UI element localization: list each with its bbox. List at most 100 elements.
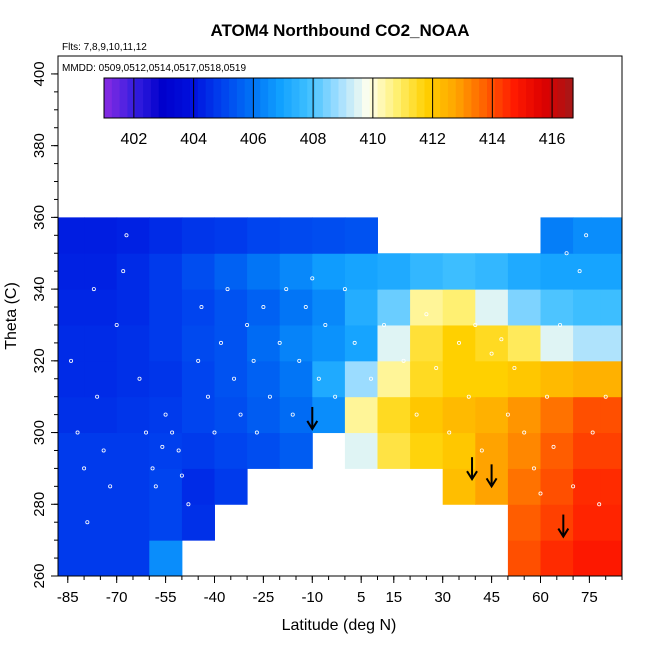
observation-point — [137, 376, 142, 381]
heatmap-cell — [279, 396, 313, 434]
heatmap-cell — [442, 289, 476, 326]
observation-point — [153, 484, 158, 489]
colorbar-segment — [111, 78, 121, 118]
heatmap-cell — [116, 540, 150, 577]
observation-point — [144, 430, 149, 435]
arrow-head — [306, 420, 319, 431]
arrow-head — [466, 470, 478, 482]
heatmap-cell — [84, 468, 118, 505]
heatmap-cell — [58, 432, 85, 469]
observation-point — [95, 394, 100, 399]
observation-point — [75, 430, 80, 435]
heatmap-cell — [573, 253, 602, 290]
x-tick-label: -70 — [106, 589, 128, 606]
heatmap-cell — [247, 253, 281, 290]
heatmap-cell — [410, 396, 444, 434]
heatmap-cell — [475, 324, 509, 362]
heatmap-cell — [312, 360, 346, 398]
heatmap-cell — [84, 217, 118, 254]
colorbar-segment — [455, 78, 465, 118]
colorbar-segment — [401, 78, 410, 118]
heatmap-cell — [377, 396, 411, 434]
arrow-head — [485, 477, 498, 489]
heatmap-cell — [116, 468, 150, 505]
heatmap-cell — [573, 360, 602, 398]
observation-point — [466, 394, 471, 399]
observation-point — [310, 276, 315, 281]
observation-point — [368, 376, 373, 381]
heatmap-cell — [507, 324, 541, 362]
heatmap-cell — [214, 217, 248, 254]
observation-point — [160, 444, 165, 449]
colorbar-segment — [479, 78, 488, 118]
colorbar-segment — [408, 78, 418, 118]
heatmap — [58, 217, 623, 577]
observation-point — [603, 394, 608, 399]
colorbar-segment — [541, 78, 551, 118]
y-tick-label: 340 — [31, 277, 48, 302]
observation-point — [551, 444, 556, 449]
heatmap-cell — [116, 253, 150, 290]
heatmap-cell — [58, 324, 85, 362]
heatmap-cell — [573, 540, 602, 577]
colorbar-tick-label: 414 — [479, 131, 506, 148]
observation-point — [382, 322, 387, 327]
heatmap-cell — [507, 468, 541, 505]
y-tick-label: 260 — [31, 563, 48, 588]
heatmap-cell — [312, 396, 346, 434]
heatmap-cell — [600, 360, 623, 398]
heatmap-cell — [214, 289, 248, 326]
heatmap-cell — [279, 253, 313, 290]
heatmap-cell — [149, 324, 183, 362]
colorbar-segment — [447, 78, 457, 118]
heatmap-cell — [149, 504, 183, 541]
colorbar-segment — [369, 78, 379, 118]
heatmap-cell — [84, 396, 118, 434]
heatmap-cell — [181, 432, 215, 469]
colorbar-segment — [127, 78, 136, 118]
observation-point — [297, 358, 302, 363]
heatmap-cell — [344, 432, 378, 469]
observation-point — [538, 491, 543, 496]
colorbar-segment — [291, 78, 301, 118]
colorbar-segment — [487, 78, 496, 118]
heatmap-cell — [279, 217, 313, 254]
heatmap-cell — [600, 324, 623, 362]
x-axis: -85 -70 -55 -40 -25 -10 5 15 30 45 60 75 — [57, 576, 623, 606]
heatmap-cell — [573, 504, 602, 541]
heatmap-cell — [475, 253, 509, 290]
heatmap-cell — [214, 432, 248, 469]
y-tick-label: 400 — [31, 61, 48, 86]
colorbar-segment — [346, 78, 355, 118]
observation-point — [531, 466, 536, 471]
heatmap-cell — [344, 289, 378, 326]
observation-point — [352, 340, 357, 345]
heatmap-cell — [507, 360, 541, 398]
heatmap-cell — [475, 289, 509, 326]
x-tick-label: -85 — [57, 589, 79, 606]
observation-point — [577, 269, 582, 274]
heatmap-cell — [58, 504, 85, 541]
heatmap-cell — [181, 396, 215, 434]
colorbar-segment — [315, 78, 324, 118]
observation-point — [558, 322, 563, 327]
heatmap-cell — [181, 360, 215, 398]
x-tick-label: -55 — [155, 589, 177, 606]
heatmap-cell — [344, 360, 378, 398]
heatmap-cell — [507, 289, 541, 326]
observation-point — [303, 305, 308, 310]
y-tick-label: 320 — [31, 348, 48, 373]
y-tick-label: 300 — [31, 420, 48, 445]
colorbar-segment — [385, 78, 394, 118]
colorbar-segment — [518, 78, 527, 118]
heatmap-cell — [377, 289, 411, 326]
heatmap-cell — [214, 324, 248, 362]
colorbar-segment — [322, 78, 332, 118]
colorbar-segment — [424, 78, 433, 118]
colorbar-segment — [135, 78, 144, 118]
heatmap-cell — [84, 324, 118, 362]
heatmap-cell — [58, 253, 85, 290]
colorbar-tick-label: 402 — [121, 131, 148, 148]
colorbar-segment — [213, 78, 222, 118]
colorbar-segment — [565, 78, 574, 118]
